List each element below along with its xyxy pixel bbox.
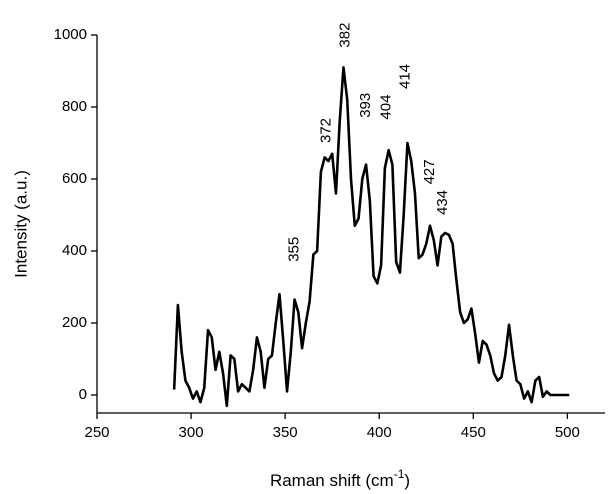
peak-label: 393 [357,93,374,118]
y-tick-label: 800 [62,98,87,115]
x-axis-label-end: ) [404,471,410,490]
y-axis-label: Intensity (a.u.) [11,170,30,278]
x-tick-label: 500 [555,424,580,441]
x-tick-label: 250 [84,424,109,441]
y-tick-label: 0 [79,386,87,403]
peak-label: 372 [318,118,335,143]
x-tick-label: 450 [461,424,486,441]
x-tick-label: 300 [179,424,204,441]
y-tick-label: 200 [62,314,87,331]
peak-label: 404 [378,95,395,120]
x-axis-label: Raman shift (cm-1) [270,467,410,490]
spectrum-line [172,66,570,408]
x-tick-label: 350 [273,424,298,441]
peak-label: 382 [336,23,353,48]
peak-label: 427 [421,159,438,184]
peak-label: 355 [286,237,303,262]
y-tick-label: 600 [62,170,87,187]
peak-label: 414 [397,64,414,89]
y-tick-label: 400 [62,242,87,259]
x-axis-label-main: Raman shift (cm [270,471,394,490]
x-axis-label-sup: -1 [394,467,405,481]
peak-label: 434 [434,190,451,215]
y-tick-label: 1000 [54,26,87,43]
x-tick-label: 400 [367,424,392,441]
